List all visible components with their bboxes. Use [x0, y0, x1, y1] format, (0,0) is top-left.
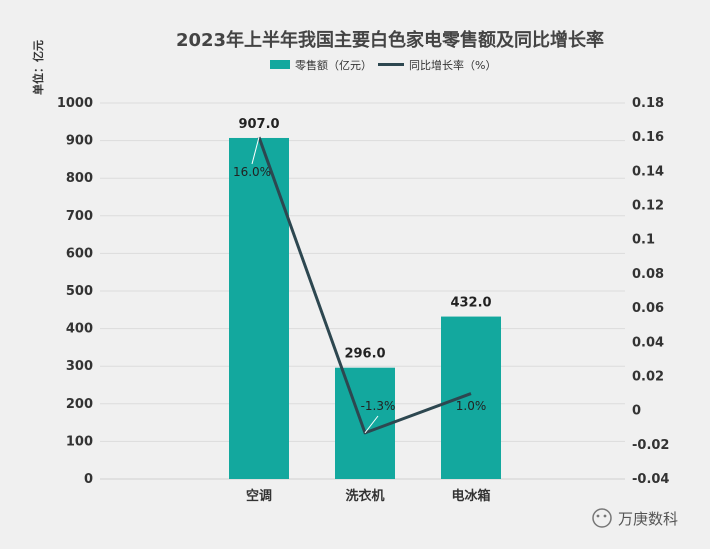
category-label: 洗衣机 [345, 488, 384, 504]
watermark: 万庚数科 [592, 508, 678, 528]
bar-value-label: 432.0 [450, 296, 491, 311]
y-right-tick-label: 0.08 [632, 267, 664, 282]
y-left-tick-label: 400 [66, 322, 93, 337]
y-right-tick-label: 0 [632, 404, 641, 419]
legend: 零售额（亿元） 同比增长率（%） [270, 58, 496, 72]
y-left-tick-label: 1000 [57, 96, 93, 111]
axes: 0 100 200 300 400 500 600 700 800 900 1000 -0.04 -0.… [57, 96, 670, 504]
bar-value-label: 296.0 [344, 347, 385, 362]
bar [229, 137, 289, 479]
y-right-tick-label: -0.04 [632, 472, 669, 487]
legend-bar-label: 零售额（亿元） [295, 58, 372, 72]
grid-lines [100, 102, 625, 480]
wechat-icon-eye-right [603, 514, 607, 518]
y-right-tick-label: 0.04 [632, 335, 664, 350]
y-right-tick-label: 0.12 [632, 199, 664, 214]
legend-bar-swatch [270, 60, 290, 69]
y-left-tick-label: 600 [66, 246, 93, 261]
bar [335, 367, 395, 479]
y-left-tick-label: 0 [84, 472, 93, 487]
y-left-tick-label: 800 [66, 171, 93, 186]
line-label-leader [364, 415, 379, 434]
category-label: 空调 [246, 488, 272, 504]
y-right-tick-label: 0.1 [632, 233, 655, 248]
data-labels: 907.0 296.0 432.0 16.0% -1.3% 1.0% [233, 117, 492, 434]
wechat-icon [592, 508, 612, 528]
y-right-tick-label: 0.16 [632, 130, 664, 145]
bar [441, 316, 501, 479]
category-label: 电冰箱 [451, 488, 490, 504]
line-label-leader [251, 137, 260, 165]
bar-value-label: 907.0 [238, 117, 279, 132]
y-right-tick-label: -0.02 [632, 438, 669, 453]
bars [229, 137, 501, 479]
line-value-label: 1.0% [456, 399, 487, 413]
y-right-tick-label: 0.18 [632, 96, 664, 111]
y-left-tick-label: 500 [66, 284, 93, 299]
y-left-tick-label: 100 [66, 434, 93, 449]
watermark-text: 万庚数科 [618, 510, 678, 528]
unit-label: 单位：亿元 [31, 40, 45, 95]
wechat-icon-eye-left [596, 514, 600, 518]
y-right-tick-label: 0.02 [632, 369, 664, 384]
line-value-label: -1.3% [361, 399, 396, 413]
y-right-tick-label: 0.06 [632, 301, 664, 316]
y-left-tick-label: 900 [66, 134, 93, 149]
y-left-tick-label: 700 [66, 209, 93, 224]
chart-title: 2023年上半年我国主要白色家电零售额及同比增长率 [176, 29, 604, 51]
y-left-tick-label: 300 [66, 359, 93, 374]
y-left-tick-label: 200 [66, 397, 93, 412]
legend-line-label: 同比增长率（%） [409, 58, 496, 72]
line-value-label: 16.0% [233, 165, 271, 179]
y-right-tick-label: 0.14 [632, 164, 664, 179]
